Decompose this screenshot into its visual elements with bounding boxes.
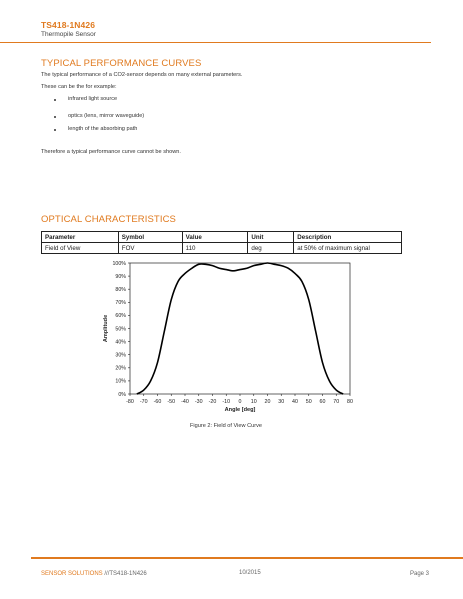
series-line [137,263,343,394]
x-tick-label: -20 [209,399,217,405]
figure-caption: Figure 2: Field of View Curve [190,423,262,429]
footer-company: SENSOR SOLUTIONS ///TS418-1N426 [41,571,147,577]
y-tick-label: 80% [115,287,126,293]
table-cell: FOV [118,243,182,254]
y-tick-label: 60% [115,313,126,319]
table-header-cell: Value [182,232,248,243]
x-tick-label: 60 [320,399,326,405]
section-title-performance: TYPICAL PERFORMANCE CURVES [41,58,201,69]
header-divider [0,42,431,43]
bullet-dot [54,129,56,131]
table-header-cell: Symbol [118,232,182,243]
x-tick-label: -70 [140,399,148,405]
table-header-cell: Parameter [42,232,119,243]
x-tick-label: 70 [333,399,339,405]
performance-intro: The typical performance of a CO2-sensor … [41,72,242,78]
y-tick-label: 50% [115,326,126,332]
performance-conclusion: Therefore a typical performance curve ca… [41,149,181,155]
footer-product-ref: ///TS418-1N426 [103,571,147,577]
x-tick-label: -40 [181,399,189,405]
table-header-row: Parameter Symbol Value Unit Description [42,232,402,243]
table-header-cell: Unit [248,232,294,243]
performance-lead: These can be the for example: [41,84,117,90]
x-tick-label: 30 [278,399,284,405]
table-cell: at 50% of maximum signal [294,243,402,254]
document-product-name: Thermopile Sensor [41,31,96,38]
x-tick-label: 80 [347,399,353,405]
table-cell: 110 [182,243,248,254]
x-tick-label: -80 [126,399,134,405]
footer-company-name: SENSOR SOLUTIONS [41,571,103,577]
table-header-cell: Description [294,232,402,243]
plot-frame [130,263,350,394]
y-tick-label: 30% [115,353,126,359]
x-axis-label: Angle [deg] [225,407,256,413]
x-tick-label: -10 [222,399,230,405]
x-tick-label: -30 [195,399,203,405]
footer-page-number: Page 3 [410,571,429,577]
y-tick-label: 10% [115,379,126,385]
y-axis-label: Amplitude [103,315,109,342]
bullet-dot [54,99,56,101]
section-title-optical: OPTICAL CHARACTERISTICS [41,214,176,225]
bullet-item: infrared light source [68,96,117,102]
table-cell: deg [248,243,294,254]
optical-characteristics-table: Parameter Symbol Value Unit Description … [41,231,402,254]
footer-divider [31,557,463,559]
x-tick-label: 40 [292,399,298,405]
y-tick-label: 0% [118,392,126,398]
x-tick-label: 20 [265,399,271,405]
x-tick-label: 10 [251,399,257,405]
x-tick-label: 50 [306,399,312,405]
y-tick-label: 70% [115,300,126,306]
bullet-item: length of the absorbing path [68,126,137,132]
x-tick-label: -60 [154,399,162,405]
x-tick-label: -50 [167,399,175,405]
bullet-dot [54,116,56,118]
y-tick-label: 40% [115,339,126,345]
document-product-code: TS418-1N426 [41,20,95,30]
y-tick-label: 90% [115,274,126,280]
y-tick-label: 100% [112,261,126,267]
footer-date: 10/2015 [239,570,261,576]
x-tick-label: 0 [239,399,242,405]
bullet-item: optics (lens, mirror waveguide) [68,113,144,119]
y-tick-label: 20% [115,366,126,372]
table-row: Field of View FOV 110 deg at 50% of maxi… [42,243,402,254]
table-cell: Field of View [42,243,119,254]
field-of-view-chart: 0%10%20%30%40%50%60%70%80%90%100%-80 -70-… [95,256,365,416]
